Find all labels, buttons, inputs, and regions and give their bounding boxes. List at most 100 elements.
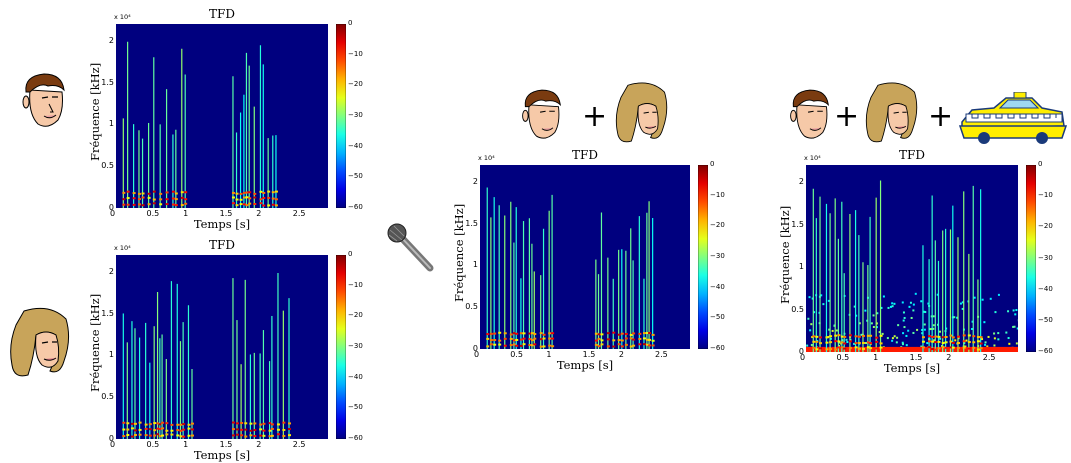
x-tick-label: 1	[873, 353, 879, 362]
x-tick-label: 0.5	[836, 353, 850, 362]
x-tick-label: 0	[474, 350, 480, 359]
colorbar-tick-label: −30	[710, 252, 725, 260]
y-tick-label: 1	[108, 350, 114, 360]
colorbar-tick-label: −50	[710, 313, 725, 322]
colorbar-tick-label: −40	[710, 282, 725, 291]
spectrogram-plot	[116, 24, 328, 208]
x-tick-label: 1	[183, 209, 189, 218]
colorbar-tick-label: −10	[1038, 191, 1053, 200]
colorbar-tick-label: −30	[348, 111, 363, 119]
colorbar-tick-label: −40	[348, 141, 363, 150]
x-tick-label: 0.5	[146, 440, 160, 449]
y-tick-label: 0.5	[465, 302, 478, 312]
colorbar-tick-label: 0	[348, 19, 353, 27]
microphone-icon	[387, 223, 434, 272]
chart-title: TFD	[572, 148, 598, 162]
x-axis-label: Temps [s]	[556, 358, 614, 372]
taxi-car-icon	[958, 92, 1068, 144]
x-tick-label: 1.5	[909, 353, 923, 362]
y-tick-label: 1.5	[101, 308, 114, 318]
x-tick-label: 0.5	[510, 350, 523, 359]
colorbar-tick-label: −50	[348, 172, 363, 181]
colorbar-tick-label: −60	[1038, 347, 1053, 355]
y-tick-label: 0.5	[101, 161, 114, 171]
plot-background	[480, 165, 690, 349]
colorbar	[698, 165, 708, 349]
y-tick-label: 2	[798, 177, 804, 186]
x-axis-label: Temps [s]	[193, 217, 251, 231]
colorbar-tick-label: −50	[1038, 315, 1053, 324]
x-tick-label: 2.5	[655, 350, 668, 359]
y-axis-label: Fréquence [kHz]	[88, 293, 102, 392]
y-tick-label: 2	[472, 176, 478, 186]
x-tick-label: 0	[110, 440, 116, 449]
x-axis-label: Temps [s]	[883, 361, 941, 375]
y-tick-label: 0	[472, 344, 478, 353]
colorbar	[1026, 165, 1036, 352]
y-exponent: x 10⁴	[114, 244, 131, 252]
woman-face-icon	[10, 307, 70, 377]
x-tick-label: 2	[946, 353, 952, 362]
colorbar-tick-label: −20	[348, 311, 363, 320]
plot-background	[116, 24, 328, 208]
y-tick-label: 1	[108, 119, 114, 129]
colorbar-tick-label: −20	[348, 80, 363, 89]
x-tick-label: 2	[256, 209, 262, 218]
x-axis-label: Temps [s]	[193, 448, 251, 462]
y-tick-label: 0.5	[791, 304, 804, 314]
spectrogram-plot	[806, 165, 1018, 352]
woman-face-icon	[865, 82, 918, 143]
y-tick-label: 1.5	[465, 218, 478, 228]
y-exponent: x 10⁴	[804, 154, 821, 162]
plot-background	[116, 255, 328, 439]
colorbar-tick-label: 0	[1038, 160, 1043, 168]
y-axis-label: Fréquence [kHz]	[778, 205, 792, 304]
y-tick-label: 2	[108, 35, 114, 45]
y-tick-label: 1.5	[101, 77, 114, 87]
y-tick-label: 1.5	[791, 219, 804, 229]
y-tick-label: 1	[798, 262, 804, 271]
colorbar-tick-label: −30	[348, 342, 363, 350]
x-tick-label: 0.5	[146, 209, 160, 218]
spectrogram-texture	[486, 187, 655, 349]
y-axis-label: Fréquence [kHz]	[88, 62, 102, 161]
chart-title: TFD	[899, 148, 925, 162]
y-tick-label: 1	[472, 260, 478, 270]
colorbar-tick-label: −20	[1038, 222, 1053, 231]
y-tick-label: 0	[108, 203, 114, 212]
x-tick-label: 2.5	[292, 440, 306, 449]
plus-sign: +	[834, 99, 860, 134]
colorbar-tick-label: −60	[348, 434, 363, 442]
man-face-icon	[522, 89, 561, 139]
y-tick-label: 0	[798, 347, 804, 356]
spectrogram-texture	[122, 41, 278, 208]
colorbar-tick-label: −20	[710, 221, 725, 230]
y-exponent: x 10⁴	[114, 13, 131, 21]
y-tick-label: 2	[108, 266, 114, 276]
man-face-icon	[790, 89, 829, 139]
colorbar-tick-label: −40	[348, 372, 363, 381]
colorbar	[336, 24, 346, 208]
woman-face-icon	[615, 82, 668, 143]
y-axis-label: Fréquence [kHz]	[452, 203, 466, 302]
colorbar	[336, 255, 346, 439]
x-tick-label: 1	[183, 440, 189, 449]
x-tick-label: 2.5	[982, 353, 996, 362]
x-tick-label: 2	[256, 440, 262, 449]
colorbar-tick-label: 0	[710, 160, 715, 168]
plus-sign: +	[582, 99, 608, 134]
x-tick-label: 1.5	[582, 350, 596, 359]
y-tick-label: 0	[108, 434, 114, 443]
x-tick-label: 0	[800, 353, 806, 362]
plus-sign: +	[928, 99, 954, 134]
x-tick-label: 1	[546, 350, 552, 359]
chart-title: TFD	[209, 7, 235, 21]
spectrogram-plot	[116, 255, 328, 439]
colorbar-tick-label: −10	[348, 49, 363, 58]
colorbar-tick-label: 0	[348, 250, 353, 258]
colorbar-tick-label: −30	[1038, 253, 1053, 262]
colorbar-tick-label: −10	[710, 190, 725, 199]
colorbar-tick-label: −60	[710, 344, 725, 352]
spectrogram-texture	[806, 180, 1018, 352]
spectrogram-texture	[122, 272, 292, 439]
